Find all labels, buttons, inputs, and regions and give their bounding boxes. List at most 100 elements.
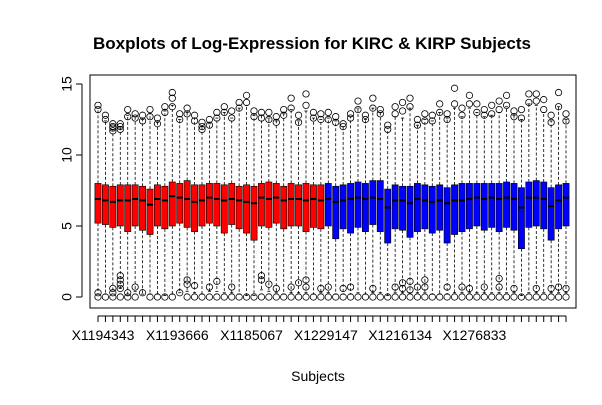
box-body (295, 184, 302, 227)
outlier-point (272, 284, 280, 293)
outlier-point (398, 284, 407, 293)
box-43 (406, 94, 414, 301)
box-body (258, 183, 265, 227)
box-44 (413, 115, 422, 301)
outlier-point (332, 293, 340, 301)
outlier-point (398, 98, 407, 107)
box-19 (228, 107, 236, 301)
outlier-point (488, 110, 496, 118)
box-13 (183, 104, 191, 301)
outlier-point (153, 293, 162, 301)
box-62 (547, 111, 555, 301)
box-11 (168, 88, 176, 301)
outlier-point (280, 293, 288, 301)
box-body (443, 187, 451, 244)
box-50 (458, 104, 466, 301)
box-8 (146, 105, 154, 301)
outlier-point (562, 110, 570, 118)
x-tick-label: X1194343 (72, 327, 135, 343)
y-tick-label: 15 (59, 76, 75, 92)
outlier-point (421, 276, 429, 284)
outlier-point (324, 108, 332, 117)
outlier-point (391, 293, 399, 301)
outlier-point (436, 108, 444, 117)
box-body (458, 183, 466, 232)
outlier-point (413, 283, 422, 291)
outlier-point (488, 101, 496, 109)
outlier-point (339, 120, 347, 128)
outlier-point (287, 104, 295, 112)
outlier-point (309, 293, 318, 301)
plot-area (89, 74, 577, 309)
chart-title: Boxplots of Log-Expression for KIRC & KI… (93, 34, 531, 53)
outlier-point (317, 284, 325, 293)
y-tick-label: 5 (59, 222, 75, 230)
outlier-point (101, 293, 110, 301)
outlier-point (369, 293, 377, 301)
outlier-point (458, 283, 466, 291)
outlier-point (369, 104, 377, 112)
outlier-point (450, 84, 459, 92)
box-6 (131, 110, 139, 301)
box-12 (176, 110, 184, 297)
outlier-point (153, 120, 162, 128)
box-38 (369, 94, 377, 301)
outlier-point (525, 90, 533, 98)
outlier-point (257, 114, 266, 122)
outlier-point (220, 108, 228, 117)
outlier-point (562, 293, 570, 301)
box-body (399, 185, 406, 231)
box-45 (421, 110, 429, 301)
outlier-point (495, 97, 503, 105)
x-tick-label: X1229147 (294, 327, 358, 343)
outlier-point (502, 101, 511, 109)
box-3 (109, 120, 117, 301)
outlier-point (228, 283, 236, 291)
outlier-point (510, 284, 518, 293)
outlier-point (376, 293, 384, 301)
outlier-point (294, 293, 303, 301)
outlier-point (198, 123, 206, 131)
box-body (280, 185, 288, 230)
box-body (354, 181, 362, 228)
box-18 (220, 103, 228, 301)
box-36 (354, 97, 362, 301)
outlier-point (116, 276, 124, 284)
outlier-point (101, 115, 110, 124)
outlier-point (406, 293, 414, 301)
outlier-point (458, 104, 466, 112)
outlier-point (116, 123, 124, 131)
outlier-point (198, 125, 206, 134)
box-body (191, 184, 198, 232)
box-57 (510, 107, 518, 301)
box-15 (198, 118, 206, 301)
outlier-point (332, 118, 340, 126)
outlier-point (391, 110, 399, 118)
outlier-point (510, 113, 518, 121)
box-5 (124, 105, 132, 301)
outlier-point (554, 283, 563, 291)
box-body (406, 185, 414, 238)
outlier-point (250, 113, 258, 121)
outlier-point (354, 97, 362, 105)
outlier-point (324, 293, 332, 301)
outlier-point (183, 293, 191, 301)
outlier-point (257, 108, 266, 117)
outlier-point (502, 91, 511, 99)
box-body (213, 183, 221, 227)
box-41 (391, 103, 399, 301)
outlier-point (213, 293, 221, 301)
box-16 (205, 115, 214, 301)
outlier-point (176, 289, 184, 297)
box-60 (532, 90, 540, 301)
y-tick-label: 10 (59, 147, 75, 163)
box-39 (376, 105, 384, 301)
outlier-point (109, 124, 117, 132)
outlier-point (161, 108, 169, 117)
box-25 (272, 113, 280, 301)
outlier-point (332, 113, 340, 121)
outlier-point (480, 111, 488, 119)
outlier-point (480, 293, 488, 301)
box-body (317, 184, 325, 230)
outlier-point (242, 91, 251, 99)
